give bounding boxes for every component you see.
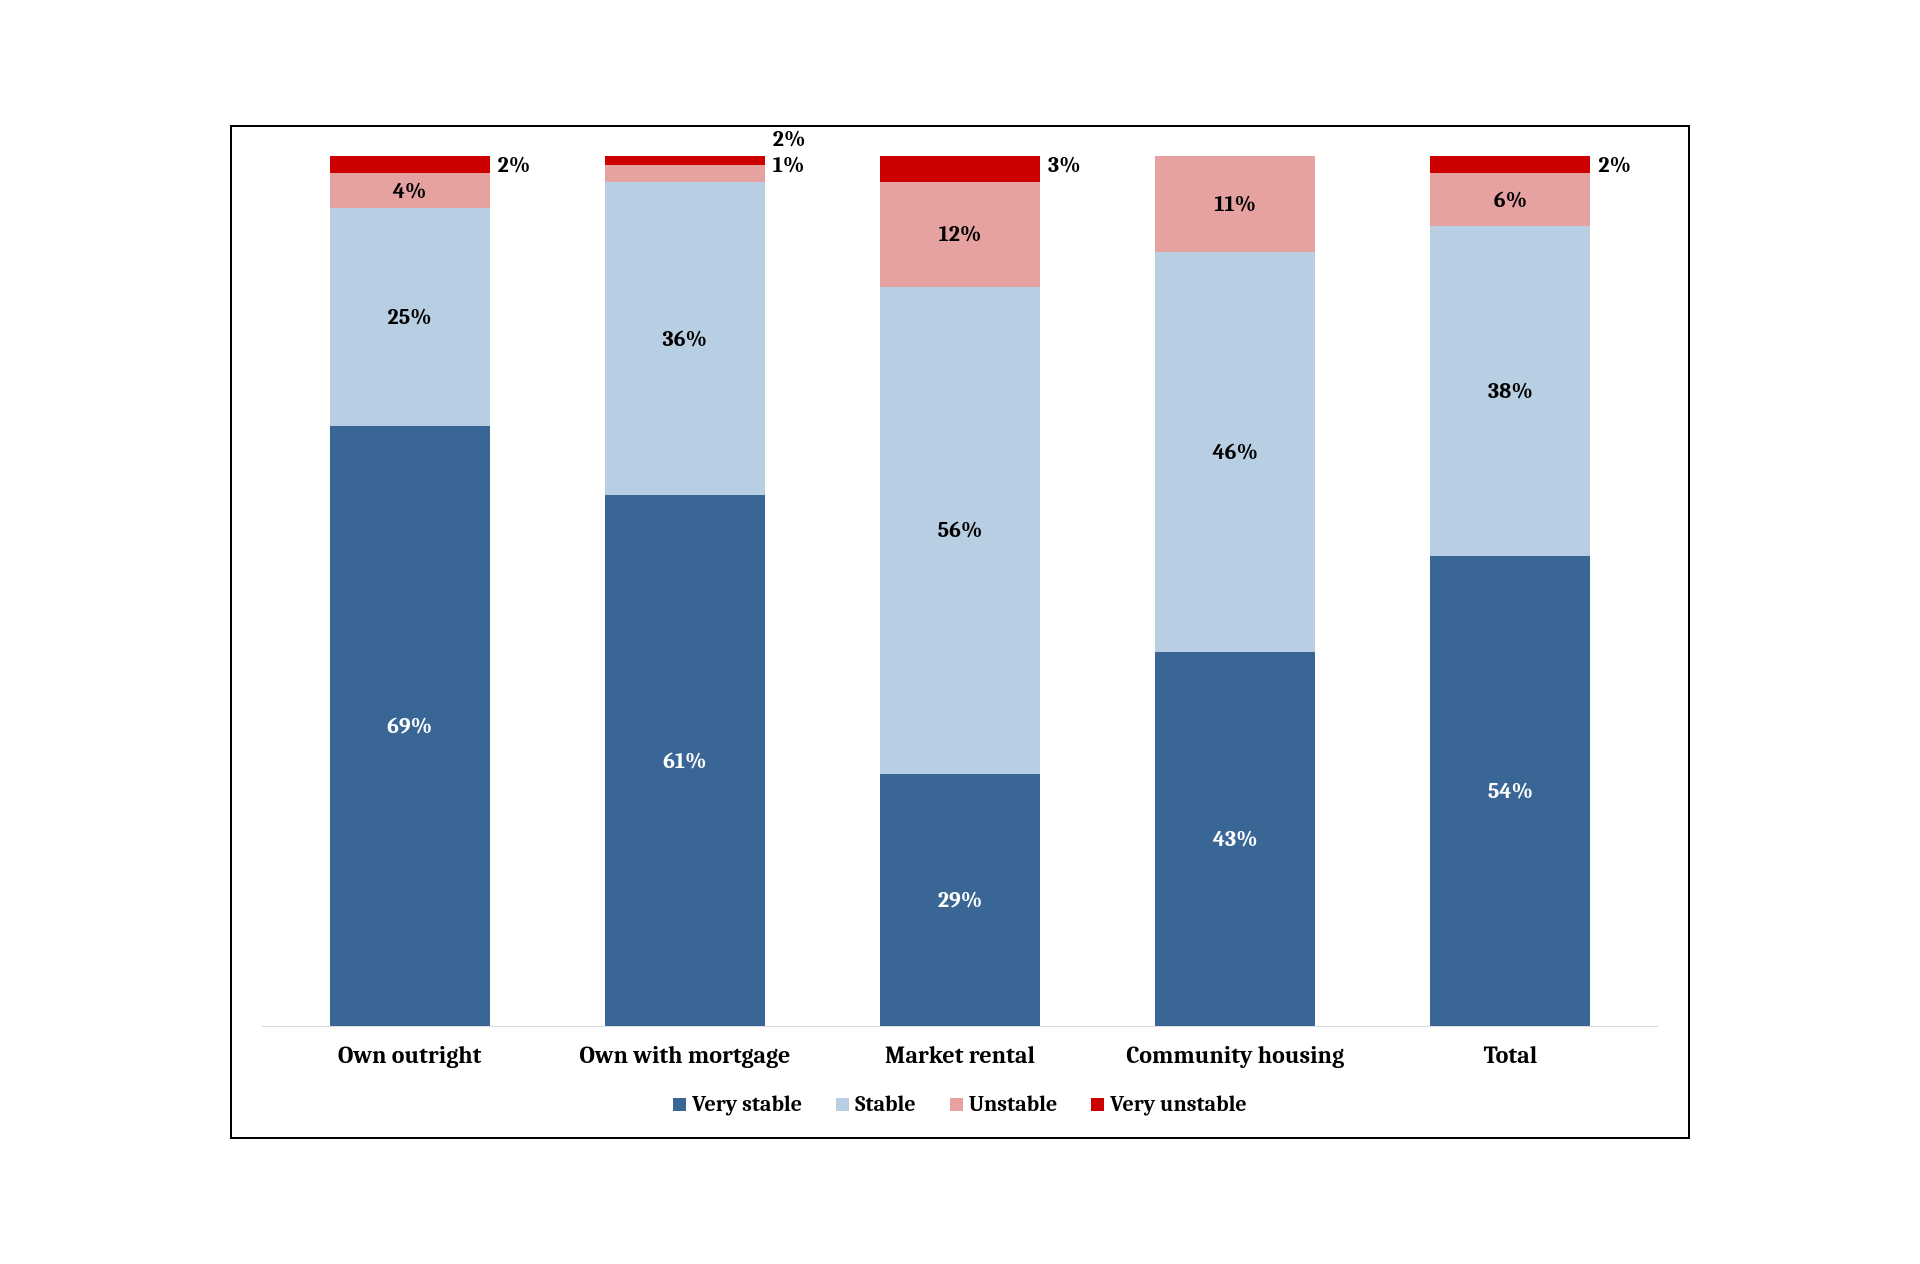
- chart-frame: 69%25%4%2%61%36%2%1%29%56%12%3%43%46%11%…: [230, 125, 1690, 1139]
- legend-label: Stable: [855, 1091, 916, 1117]
- bar-column: 54%38%6%2%: [1373, 157, 1648, 1026]
- legend-label: Very unstable: [1110, 1091, 1246, 1117]
- legend-item: Very unstable: [1091, 1091, 1246, 1117]
- x-axis: Own outrightOwn with mortgageMarket rent…: [262, 1027, 1658, 1069]
- segment-label: 11%: [1214, 191, 1256, 217]
- legend: Very stable Stable Unstable Very unstable: [262, 1069, 1658, 1117]
- bar-stack: 43% 46% 11%: [1155, 156, 1315, 1026]
- segment-label-outside: 2%: [498, 152, 531, 178]
- bar-segment: [330, 156, 490, 173]
- x-axis-label: Market rental: [822, 1041, 1097, 1069]
- bar-stack: 69%25%4%2%: [330, 156, 490, 1026]
- bar-segment: 43%: [1155, 652, 1315, 1026]
- segment-label: 4%: [393, 178, 427, 204]
- bar-stack: 29%56%12%3%: [880, 156, 1040, 1026]
- bar-column: 61%36%2%1%: [547, 157, 822, 1026]
- bar-segment: 46%: [1155, 252, 1315, 652]
- segment-label: 6%: [1494, 187, 1527, 213]
- bar-segment: [605, 156, 765, 165]
- bar-stack: 61%36%2%1%: [605, 156, 765, 1026]
- legend-item: Stable: [836, 1091, 916, 1117]
- bar-segment: 29%: [880, 774, 1040, 1026]
- legend-swatch: [950, 1098, 963, 1111]
- bar-segment: 11%: [1155, 156, 1315, 252]
- x-axis-label: Own with mortgage: [547, 1041, 822, 1069]
- segment-label: 43%: [1213, 826, 1258, 852]
- bar-segment: [1430, 156, 1590, 173]
- bar-segment: 6%: [1430, 173, 1590, 225]
- bar-stack: 54%38%6%2%: [1430, 156, 1590, 1026]
- segment-label: 36%: [663, 326, 707, 352]
- legend-label: Very stable: [692, 1091, 802, 1117]
- legend-label: Unstable: [969, 1091, 1058, 1117]
- segment-label: 25%: [388, 304, 432, 330]
- x-axis-label: Own outright: [272, 1041, 547, 1069]
- segment-label: 38%: [1488, 378, 1533, 404]
- legend-item: Unstable: [950, 1091, 1058, 1117]
- bar-column: 43% 46% 11%: [1098, 157, 1373, 1026]
- bar-segment: 54%: [1430, 556, 1590, 1026]
- segment-label: 54%: [1488, 778, 1533, 804]
- x-axis-label: Community housing: [1098, 1041, 1373, 1069]
- bar-segment: 38%: [1430, 226, 1590, 557]
- bar-column: 29%56%12%3%: [822, 157, 1097, 1026]
- segment-label: 46%: [1212, 439, 1257, 465]
- bar-segment: [880, 156, 1040, 182]
- bar-segment: 56%: [880, 287, 1040, 774]
- bar-segment: 4%: [330, 173, 490, 208]
- plot-area: 69%25%4%2%61%36%2%1%29%56%12%3%43%46%11%…: [262, 157, 1658, 1027]
- bar-segment: 25%: [330, 208, 490, 426]
- bar-segment: 12%: [880, 182, 1040, 286]
- bar-segment: 36%: [605, 182, 765, 495]
- segment-label: 56%: [938, 517, 983, 543]
- legend-swatch: [1091, 1098, 1104, 1111]
- legend-swatch: [836, 1098, 849, 1111]
- bar-column: 69%25%4%2%: [272, 157, 547, 1026]
- x-axis-label: Total: [1373, 1041, 1648, 1069]
- segment-label-outside: 2%: [773, 126, 806, 152]
- bar-segment: [605, 165, 765, 182]
- legend-swatch: [673, 1098, 686, 1111]
- segment-label: 61%: [663, 748, 706, 774]
- segment-label: 29%: [938, 887, 982, 913]
- legend-item: Very stable: [673, 1091, 802, 1117]
- segment-label: 69%: [387, 713, 432, 739]
- segment-label-outside: 2%: [1598, 152, 1631, 178]
- segment-label-outside: 1%: [773, 152, 805, 178]
- bar-segment: 69%: [330, 426, 490, 1026]
- segment-label-outside: 3%: [1048, 152, 1081, 178]
- segment-label: 12%: [939, 221, 982, 247]
- bar-segment: 61%: [605, 495, 765, 1026]
